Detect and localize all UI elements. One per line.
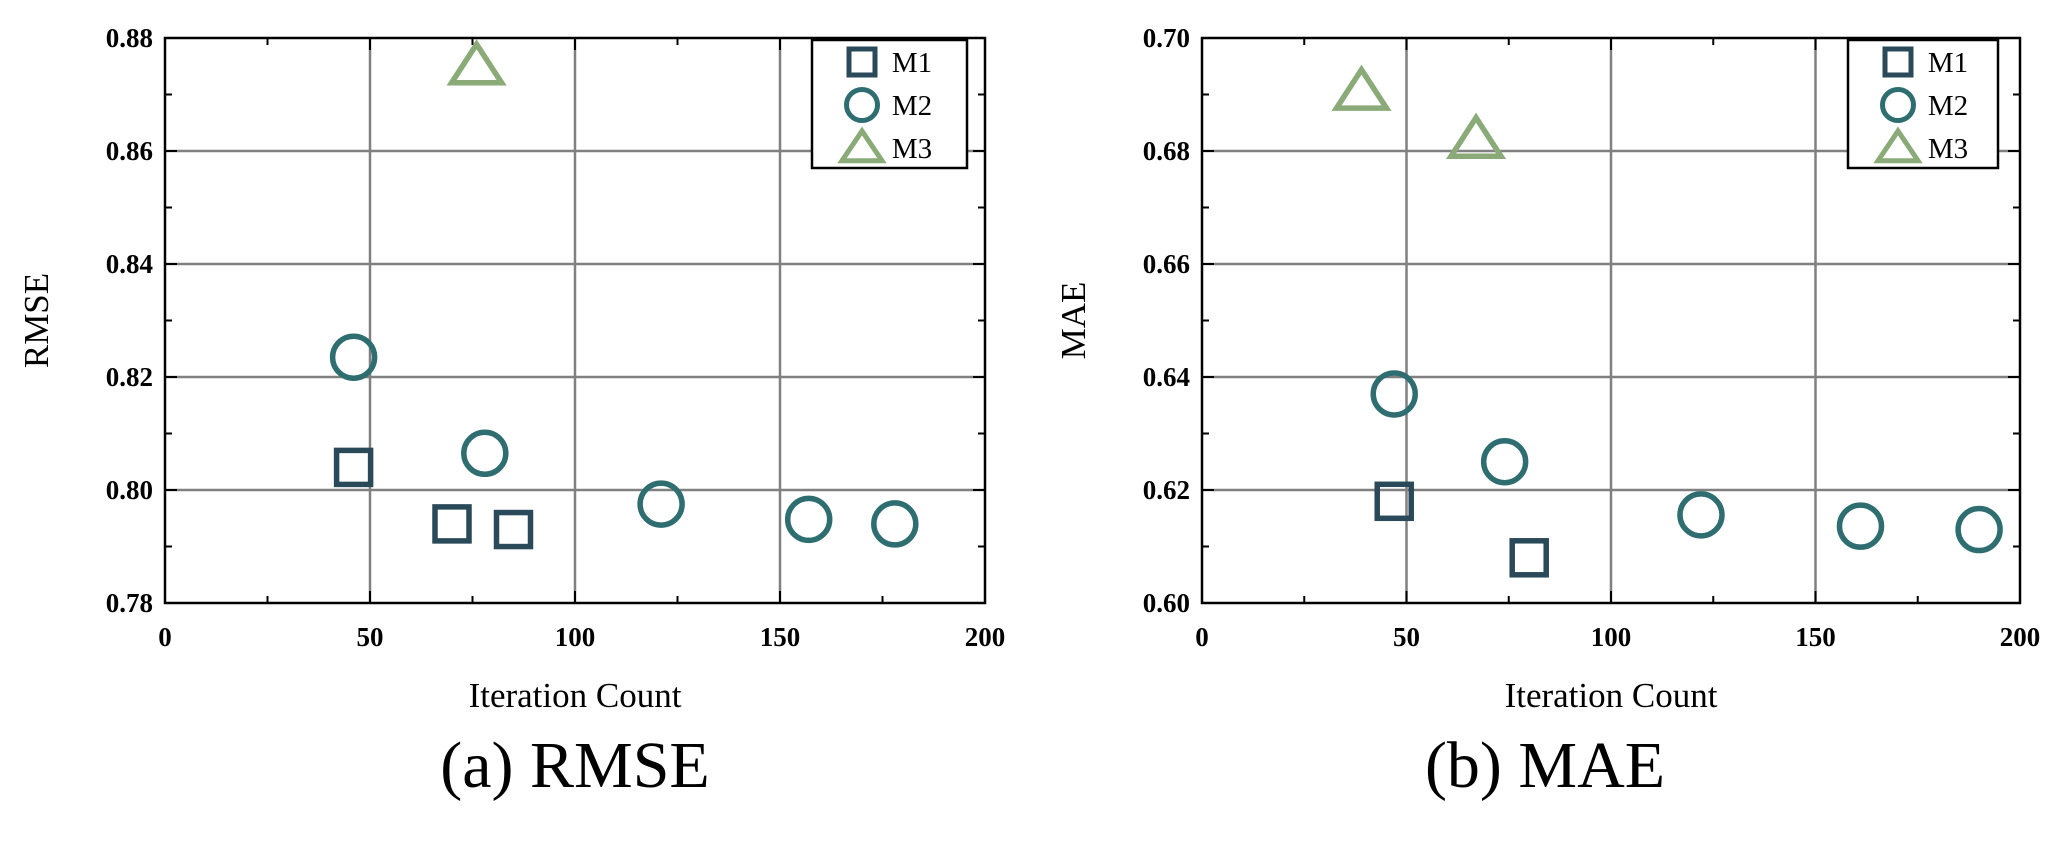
y-axis-label: MAE bbox=[1054, 282, 1093, 360]
legend-marker-m2 bbox=[844, 87, 880, 123]
legend-label: M2 bbox=[1928, 90, 1968, 122]
data-point-m2 bbox=[1955, 505, 2003, 554]
x-tick-label: 200 bbox=[965, 622, 1006, 652]
y-tick-label: 0.88 bbox=[106, 23, 153, 53]
x-axis-label: Iteration Count bbox=[1505, 676, 1718, 715]
panel-caption: (a) RMSE bbox=[440, 729, 709, 802]
data-point-m1 bbox=[1374, 481, 1414, 522]
y-tick-label: 0.80 bbox=[106, 475, 153, 505]
data-point-m3 bbox=[1445, 112, 1507, 159]
legend-box bbox=[810, 38, 969, 170]
data-point-m2 bbox=[1677, 491, 1725, 539]
y-tick-label: 0.86 bbox=[106, 136, 153, 166]
legend-label: M1 bbox=[1928, 47, 1968, 79]
data-point-m2 bbox=[1836, 502, 1885, 550]
x-axis-label: Iteration Count bbox=[469, 676, 682, 715]
legend-label: M3 bbox=[892, 133, 932, 165]
x-tick-label: 50 bbox=[357, 622, 384, 652]
legend-label: M3 bbox=[1928, 133, 1968, 165]
data-point-m2 bbox=[1370, 370, 1418, 418]
x-tick-label: 100 bbox=[555, 622, 596, 652]
legend-marker-m2 bbox=[1880, 87, 1916, 123]
chart-panel-mae: 0 50 100 150 200 0.60 0.62 0.64 0.66 0.68 0.70 Iter… bbox=[1054, 23, 2040, 802]
data-point-m2 bbox=[329, 333, 378, 381]
legend-label: M1 bbox=[892, 47, 932, 79]
legend-label: M2 bbox=[892, 90, 932, 122]
y-tick-label: 0.78 bbox=[106, 588, 153, 618]
legend-box bbox=[1846, 38, 2000, 170]
legend-marker-m1 bbox=[1882, 46, 1914, 78]
legend-marker-m3 bbox=[1873, 126, 1923, 164]
data-point-m3 bbox=[1331, 64, 1392, 111]
y-tick-label: 0.60 bbox=[1143, 588, 1190, 618]
legend-marker-m3 bbox=[837, 126, 887, 164]
data-point-m2 bbox=[871, 500, 919, 548]
data-point-m2 bbox=[637, 480, 685, 528]
y-tick-label: 0.82 bbox=[106, 362, 153, 392]
x-tick-label: 0 bbox=[1195, 622, 1209, 652]
data-point-m1 bbox=[333, 447, 374, 488]
x-tick-label: 0 bbox=[158, 622, 172, 652]
data-point-m2 bbox=[461, 429, 509, 478]
y-axis-label: RMSE bbox=[17, 273, 56, 368]
y-tick-label: 0.62 bbox=[1143, 475, 1190, 505]
x-tick-label: 150 bbox=[1795, 622, 1836, 652]
data-point-m3 bbox=[446, 39, 507, 86]
legend: M1 M2 M3 bbox=[810, 38, 969, 170]
x-tick-label: 50 bbox=[1393, 622, 1420, 652]
chart-panel-rmse: 0 50 100 150 200 0.78 0.80 0.82 0.84 0.86 0.88 Iter… bbox=[17, 23, 1005, 802]
data-point-m2 bbox=[1480, 438, 1529, 486]
legend: M1 M2 M3 bbox=[1846, 38, 2000, 170]
y-tick-label: 0.70 bbox=[1143, 23, 1190, 53]
x-tick-label: 100 bbox=[1591, 622, 1632, 652]
y-tick-label: 0.68 bbox=[1143, 136, 1190, 166]
x-tick-label: 150 bbox=[760, 622, 801, 652]
data-point-m1 bbox=[432, 504, 472, 544]
panel-caption: (b) MAE bbox=[1425, 729, 1665, 802]
data-point-m1 bbox=[493, 509, 534, 550]
y-tick-label: 0.66 bbox=[1143, 249, 1190, 279]
y-tick-label: 0.84 bbox=[106, 249, 153, 279]
legend-marker-m1 bbox=[846, 46, 878, 78]
x-tick-label: 200 bbox=[2000, 622, 2041, 652]
data-point-m2 bbox=[784, 495, 833, 544]
y-tick-label: 0.64 bbox=[1143, 362, 1190, 392]
data-point-m1 bbox=[1509, 538, 1549, 578]
